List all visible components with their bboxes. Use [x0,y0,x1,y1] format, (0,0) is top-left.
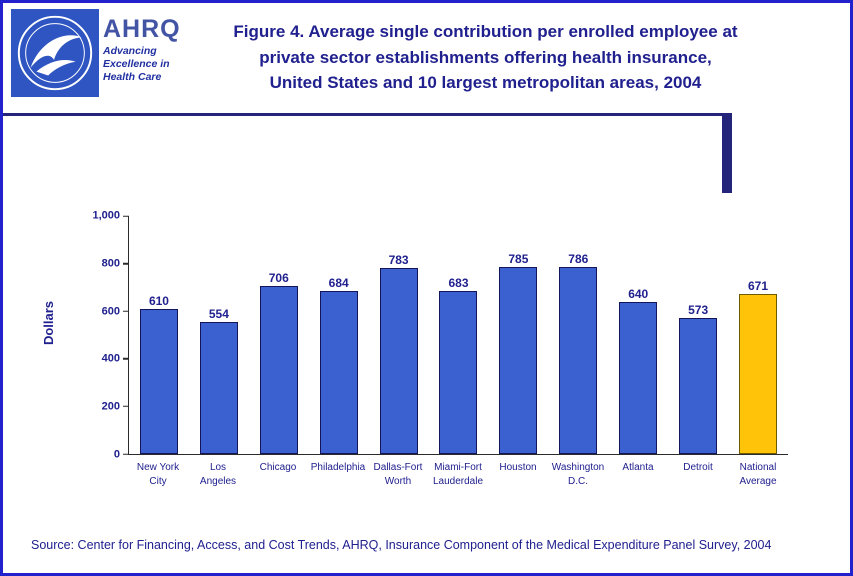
bar-column: 786 [548,216,608,454]
bar [199,322,238,454]
header-rule [3,113,731,116]
figure-title: Figure 4. Average single contribution pe… [178,19,793,96]
y-tick-label: 800 [101,257,120,270]
category-label: New York City [136,462,180,487]
header-accent-bar [722,113,732,193]
category-label: National Average [739,462,777,487]
category-label: Dallas-Fort Worth [373,462,423,487]
y-tick-label: 0 [113,448,120,461]
y-tick-mark [123,453,129,455]
y-axis: 0 200 400 600 800 1,000 [58,210,120,460]
bar [259,285,298,454]
ahrq-logo-text: AHRQ [103,15,181,43]
y-tick-label: 400 [101,352,120,365]
ahrq-tagline-line3: Health Care [103,71,162,84]
y-tick-mark [123,215,129,217]
bar-column: 640 [608,216,668,454]
bar-column: 573 [668,216,728,454]
bar [439,291,478,454]
category-labels-row: New York City Los Angeles Chicago Philadelphi… [128,461,788,488]
bar-value-label: 671 [748,279,769,294]
figure-title-line1: Figure 4. Average single contribution pe… [233,22,738,41]
bar [379,267,418,454]
bar-value-label: 554 [208,307,229,322]
figure-title-line3: United States and 10 largest metropolita… [269,73,702,92]
bar-value-label: 785 [508,252,529,267]
category-label: Chicago [259,462,297,473]
bar-column: 671 [728,216,788,454]
bar-value-label: 706 [268,270,289,285]
bar-value-label: 573 [688,302,709,317]
bar-column: 683 [429,216,489,454]
ahrq-tagline-line2: Excellence in [103,58,170,71]
ahrq-tagline-line1: Advancing [103,45,157,57]
bar [619,301,658,454]
bar-value-label: 683 [448,276,469,291]
y-axis-title: Dollars [41,300,56,346]
bar-value-label: 610 [148,293,169,308]
bar-column: 610 [129,216,189,454]
bar-column: 785 [488,216,548,454]
category-label: Houston [499,462,537,473]
bars-row: 610 554 706 684 783 683 785 786 640 573 671 [129,216,788,454]
bar [679,317,718,454]
y-tick-label: 1,000 [92,209,120,222]
y-tick-label: 200 [101,400,120,413]
hhs-logo [11,9,99,97]
hhs-seal-icon [11,9,99,97]
y-tick-mark [123,405,129,408]
source-note: Source: Center for Financing, Access, an… [31,538,772,552]
bar-value-label: 684 [328,276,349,291]
y-tick-mark [123,310,129,312]
category-label: Washington D.C. [551,462,605,487]
bar [499,267,538,454]
y-tick-mark [123,262,129,265]
bar-column: 554 [189,216,249,454]
category-label: Miami-Fort Lauderdale [432,462,484,487]
figure-title-line2: private sector establishments offering h… [259,47,712,67]
bar [139,308,178,454]
ahrq-logo: AHRQ Advancing Excellence in Health Care [103,17,183,84]
y-tick-label: 600 [101,305,120,318]
bar-value-label: 786 [568,251,589,266]
bar [559,266,598,454]
y-tick-mark [123,358,129,360]
bar-value-label: 640 [628,286,649,301]
plot-area: 610 554 706 684 783 683 785 786 640 573 671 [123,215,788,455]
bar [319,291,358,454]
category-label: Detroit [683,462,713,473]
bar-value-label: 783 [388,252,409,267]
ahrq-tagline: Advancing Excellence in Health Care [103,45,183,84]
bar-column: 684 [309,216,369,454]
bar-column: 706 [249,216,309,454]
bar-national-average [739,294,778,454]
category-label: Philadelphia [310,462,366,473]
bar-column: 783 [369,216,429,454]
category-label: Los Angeles [199,462,237,487]
category-label: Atlanta [622,462,654,473]
